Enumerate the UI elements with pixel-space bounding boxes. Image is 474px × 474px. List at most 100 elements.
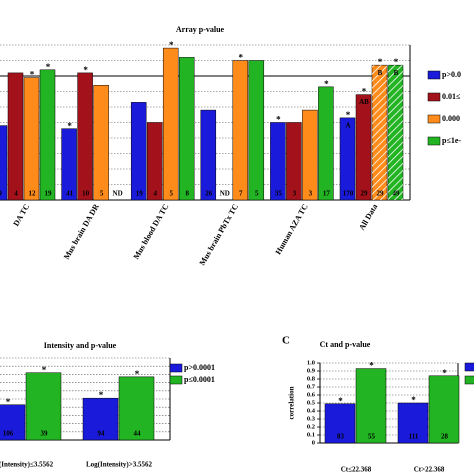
group-letter: AB xyxy=(359,98,369,106)
count-label: 35 xyxy=(275,190,283,198)
count-label: 4 xyxy=(14,190,18,198)
significance-star: * xyxy=(394,57,399,67)
significance-star: * xyxy=(239,53,244,63)
count-label: 106 xyxy=(3,430,14,438)
bar xyxy=(248,60,265,201)
x-tick-label: All Data xyxy=(357,202,379,231)
significance-star: * xyxy=(324,79,329,89)
bar xyxy=(286,122,302,201)
count-label: 5 xyxy=(255,190,259,198)
x-tick-label: Mus brain PbTx TC xyxy=(198,202,241,267)
significance-star: * xyxy=(67,121,72,131)
count-label: 17 xyxy=(323,190,331,198)
legend-label: p≤0.0001 xyxy=(184,375,215,384)
bar xyxy=(200,109,217,201)
count-label: 39 xyxy=(41,430,49,438)
legend-swatch xyxy=(464,362,474,372)
legend-swatch xyxy=(427,92,441,102)
legend-swatch xyxy=(169,375,183,385)
y-tick-label: 0.5 xyxy=(307,399,316,406)
bar xyxy=(232,60,249,201)
count-label: 5 xyxy=(169,190,173,198)
significance-star: * xyxy=(6,397,11,407)
bar xyxy=(178,57,195,201)
legend-label: p>0.0001 xyxy=(184,363,215,372)
y-tick-label: 0.4 xyxy=(307,407,316,414)
group-letter: B xyxy=(394,69,399,77)
y-tick-label: 0 xyxy=(312,439,315,446)
count-label: 9 xyxy=(0,190,2,198)
bar xyxy=(162,47,179,201)
count-label: 19 xyxy=(45,190,53,198)
count-label: 10 xyxy=(82,190,90,198)
significance-star: * xyxy=(30,70,35,80)
bar xyxy=(428,375,460,444)
y-tick-label: 1.0 xyxy=(307,359,315,366)
significance-star: * xyxy=(276,115,281,125)
count-label: ND xyxy=(113,190,123,198)
legend-label: 0.01≤ xyxy=(442,92,461,101)
bar xyxy=(146,122,163,201)
bar xyxy=(130,102,147,201)
y-tick-label: 0.3 xyxy=(307,415,316,422)
y-tick-label: 0.1 xyxy=(307,431,315,438)
count-label: 49 xyxy=(393,190,401,198)
significance-star: * xyxy=(83,65,88,75)
count-label: 170 xyxy=(343,190,354,198)
x-tick-label: Human AZA TC xyxy=(274,202,310,256)
count-label: 12 xyxy=(29,190,37,198)
group-letter: A xyxy=(345,121,350,129)
count-label: 29 xyxy=(361,190,369,198)
count-label: 3 xyxy=(293,190,297,198)
significance-star: * xyxy=(362,87,367,97)
group-letter: B xyxy=(378,69,383,77)
x-tick-label: (Intensity)≤3.5562 xyxy=(0,461,54,469)
significance-star: * xyxy=(346,110,351,120)
x-tick-label: DA TC xyxy=(11,202,31,228)
x-tick-label: Mus brain DA DR xyxy=(62,202,101,261)
bar xyxy=(339,117,356,201)
x-tick-label: Ct≤22.368 xyxy=(341,466,372,474)
bar xyxy=(39,69,56,201)
count-label: 3 xyxy=(309,190,313,198)
bar xyxy=(61,128,77,201)
significance-star: * xyxy=(378,57,383,67)
significance-star: * xyxy=(42,365,47,375)
y-tick-label: 0.8 xyxy=(307,375,316,382)
chart-title: Array p-value xyxy=(176,25,225,34)
legend-swatch xyxy=(169,363,183,373)
count-label: 19 xyxy=(136,190,144,198)
bar xyxy=(93,85,109,201)
bar xyxy=(82,397,119,441)
count-label: 83 xyxy=(337,433,345,441)
bar xyxy=(355,94,372,201)
count-label: 111 xyxy=(409,433,419,441)
count-label: 28 xyxy=(441,433,449,441)
bar xyxy=(25,372,62,441)
bar xyxy=(302,109,318,201)
bar xyxy=(270,122,286,201)
y-tick-label: 0.7 xyxy=(307,383,316,390)
y-tick-label: 0.2 xyxy=(307,423,315,430)
chart-title: Intensity and p-value xyxy=(44,341,117,350)
bar xyxy=(0,404,26,441)
significance-star: * xyxy=(411,395,416,405)
legend-label: p>0.0 xyxy=(442,70,461,79)
significance-star: * xyxy=(169,40,174,50)
count-label: 94 xyxy=(98,430,106,438)
y-axis-label: correlation xyxy=(288,386,296,419)
y-tick-label: 0.9 xyxy=(307,367,316,374)
count-label: 7 xyxy=(239,190,243,198)
x-tick-label: Mus blood DA TC xyxy=(132,202,171,261)
bar xyxy=(23,77,40,201)
bar xyxy=(77,72,93,201)
count-label: ND xyxy=(220,190,230,198)
count-label: 8 xyxy=(185,190,189,198)
legend-label: p≤1e- xyxy=(442,136,461,145)
count-label: 5 xyxy=(100,190,104,198)
significance-star: * xyxy=(369,361,374,371)
significance-star: * xyxy=(135,369,140,379)
count-label: 55 xyxy=(368,433,376,441)
bar xyxy=(118,376,155,441)
